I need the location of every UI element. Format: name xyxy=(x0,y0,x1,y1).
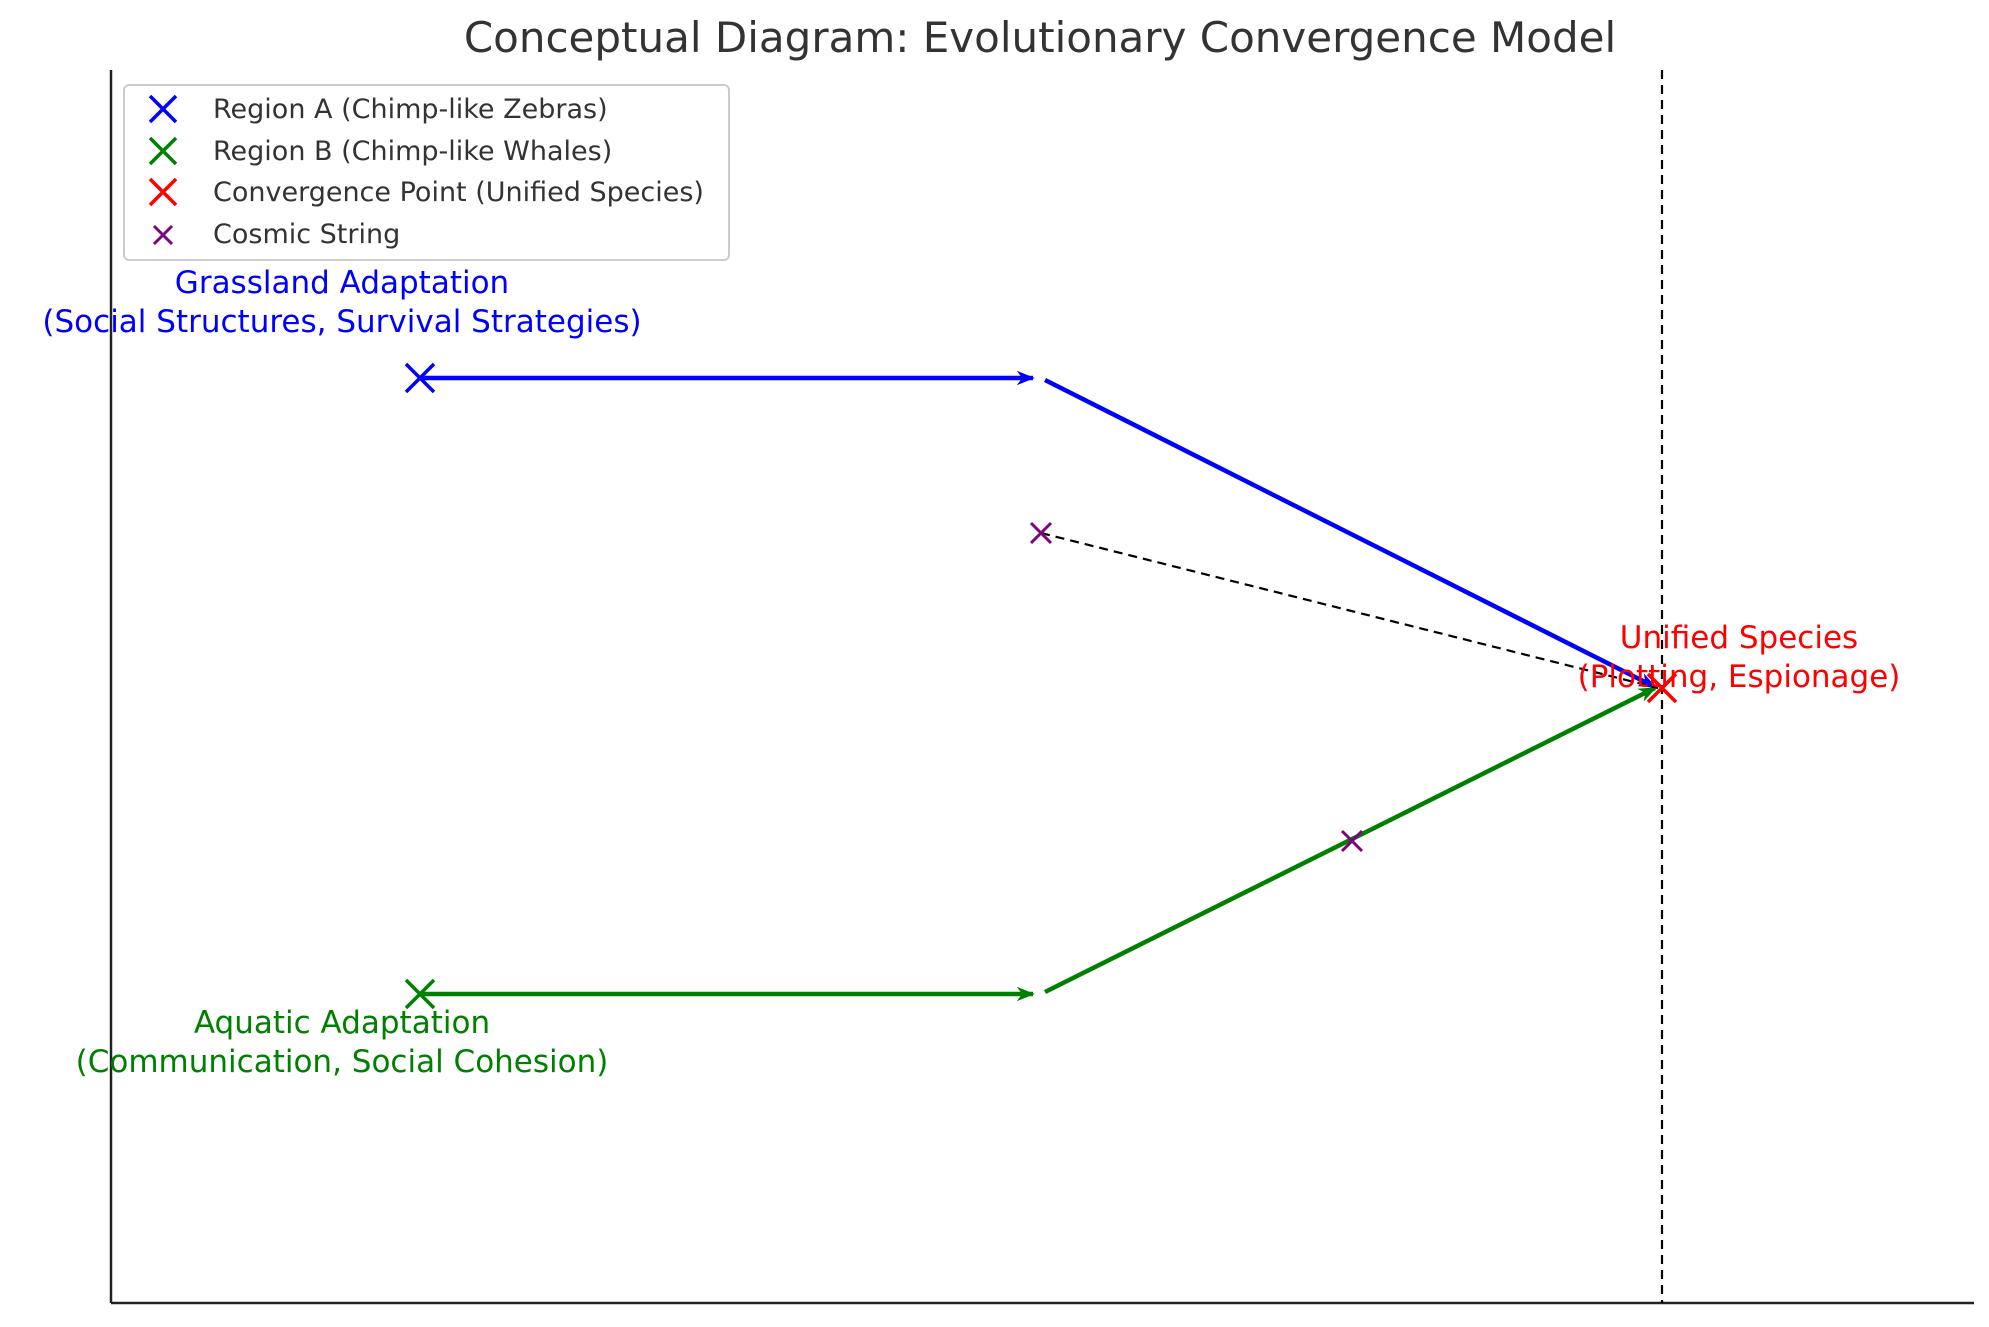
cosmic-string-dashed-line xyxy=(1040,531,1659,690)
grassland-label-title: Grassland Adaptation xyxy=(175,265,509,301)
legend-convergence-icon xyxy=(148,177,178,207)
convergence-marker xyxy=(1646,672,1678,704)
legend-label-region-a: Region A (Chimp-like Zebras) xyxy=(213,94,608,125)
aquatic-label-title: Aquatic Adaptation xyxy=(194,1005,490,1041)
region-a-arrow-2 xyxy=(1043,377,1657,690)
aquatic-label-detail: (Communication, Social Cohesion) xyxy=(76,1044,609,1080)
legend-label-cosmic-string: Cosmic String xyxy=(213,219,400,250)
legend-label-region-b: Region B (Chimp-like Whales) xyxy=(213,136,612,167)
unified-label-title: Unified Species xyxy=(1620,620,1858,656)
legend-region-b-icon xyxy=(148,136,178,166)
region-b-marker xyxy=(404,978,436,1010)
cosmic-string-marker-2 xyxy=(1340,829,1364,853)
region-a-marker xyxy=(404,362,436,394)
legend-label-convergence: Convergence Point (Unified Species) xyxy=(213,177,704,208)
legend-region-a-icon xyxy=(148,94,178,124)
diagram-title: Conceptual Diagram: Evolutionary Converg… xyxy=(464,13,1616,62)
cosmic-string-marker-1 xyxy=(1029,521,1053,545)
legend: Region A (Chimp-like Zebras) Region B (C… xyxy=(123,84,730,261)
legend-cosmic-string-icon xyxy=(152,224,174,246)
grassland-label-detail: (Social Structures, Survival Strategies) xyxy=(42,304,641,340)
unified-label-detail: (Plotting, Espionage) xyxy=(1578,659,1901,695)
legend-box xyxy=(123,84,730,261)
